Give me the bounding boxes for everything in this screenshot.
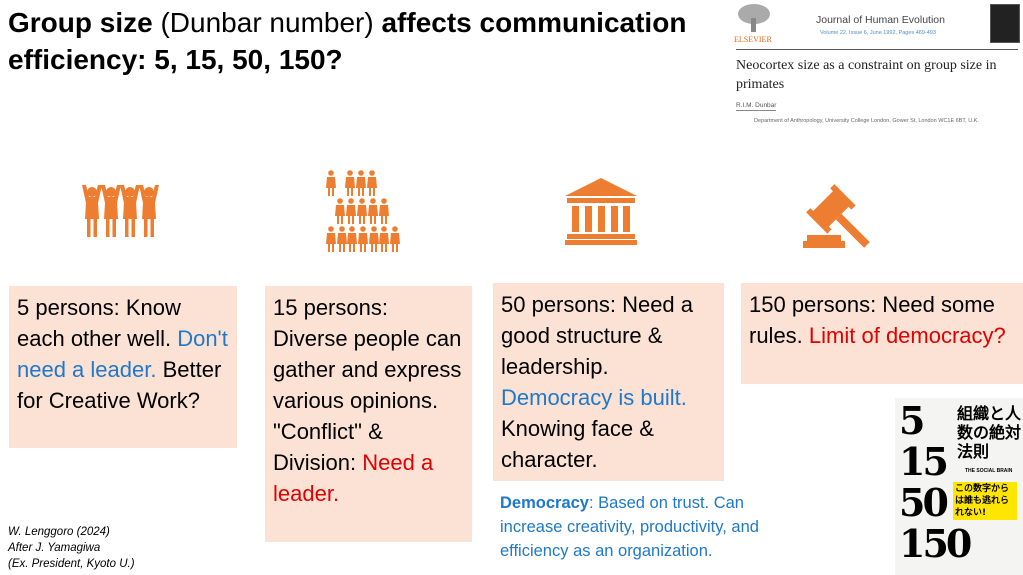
group-50-column: 50 persons: Need a good structure & lead… xyxy=(493,283,783,563)
people-raising-hands-icon xyxy=(82,185,159,237)
box-highlight-red: Limit of democracy? xyxy=(808,323,1006,348)
article-info: Neocortex size as a constraint on group … xyxy=(736,56,1020,125)
box-highlight-blue: Democracy is built. xyxy=(501,385,687,410)
slide-title: Group size (Dunbar number) affects commu… xyxy=(8,4,708,78)
box-highlight-blue: Don't need a leader. xyxy=(17,326,228,382)
journal-name: Journal of Human Evolution xyxy=(816,14,945,26)
people-pyramid-icon xyxy=(326,170,400,252)
journal-cover-image xyxy=(990,4,1020,43)
box-text: 50 persons: Need a good structure & lead… xyxy=(501,292,694,379)
title-bold-part-2: affects communication efficiency: 5, 15,… xyxy=(8,7,687,75)
democracy-note: Democracy: Based on trust. Can increase … xyxy=(493,491,783,563)
paper-header-image: ELSEVIER Journal of Human Evolution Volu… xyxy=(728,0,1020,140)
book-band: この数字からは誰も逃れられない! xyxy=(953,482,1017,520)
credit: W. Lenggoro (2024) After J. Yamagiwa (Ex. … xyxy=(8,524,135,572)
book-cover-image: 5 15 50 150 組織と人数の絶対法則 THE SOCIAL BRAIN … xyxy=(895,398,1023,575)
note-text: : Based on trust. Can increase creativit… xyxy=(500,494,759,560)
journal-volume: Volume 22, Issue 6, June 1992, Pages 469… xyxy=(820,30,936,36)
note-term: Democracy xyxy=(500,494,589,512)
box-text: Better for Creative Work? xyxy=(17,357,222,413)
book-subtitle: THE SOCIAL BRAIN xyxy=(965,468,1013,474)
author-affiliation: Department of Anthropology, University C… xyxy=(754,118,979,124)
box-text: Knowing face & character. xyxy=(501,416,654,472)
box-text: 15 persons: Diverse people can gather an… xyxy=(273,295,462,475)
publisher-name: ELSEVIER xyxy=(734,35,772,44)
credit-line: (Ex. President, Kyoto U.) xyxy=(8,558,135,570)
title-normal-part: (Dunbar number) xyxy=(152,7,382,38)
elsevier-tree-logo-icon xyxy=(738,4,770,32)
title-bold-part: Group size xyxy=(8,7,153,38)
institution-building-icon xyxy=(565,178,637,245)
book-title: 組織と人数の絶対法則 xyxy=(957,404,1022,461)
box-text: 150 persons: Need some rules. xyxy=(749,292,995,348)
gavel-icon xyxy=(803,184,870,248)
group-5-box: 5 persons: Know each other well. Don't n… xyxy=(9,286,237,448)
credit-line: W. Lenggoro (2024) xyxy=(8,526,110,538)
box-highlight-red: Need a leader. xyxy=(273,450,434,506)
box-text: 5 persons: Know each other well. xyxy=(17,295,181,351)
group-50-box: 50 persons: Need a good structure & lead… xyxy=(493,283,724,481)
group-150-box: 150 persons: Need some rules. Limit of d… xyxy=(741,283,1023,384)
book-numbers: 5 15 50 150 xyxy=(899,398,972,566)
credit-line: After J. Yamagiwa xyxy=(8,542,101,554)
article-title: Neocortex size as a constraint on group … xyxy=(736,58,997,92)
divider xyxy=(736,49,1018,50)
article-author: R.I.M. Dunbar xyxy=(736,102,777,111)
group-15-box: 15 persons: Diverse people can gather an… xyxy=(265,286,472,542)
